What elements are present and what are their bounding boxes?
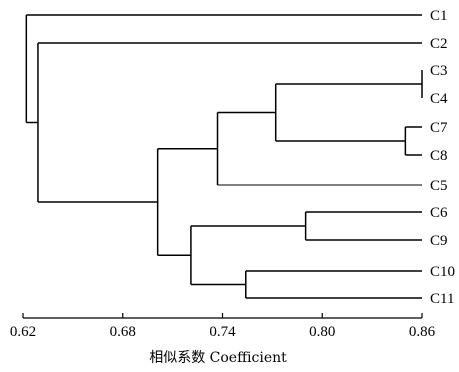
x-axis-title: 相似系数 Coefficient (149, 350, 287, 366)
x-tick-label-0.68: 0.68 (110, 324, 136, 340)
leaf-label-c4: C4 (430, 91, 448, 107)
leaf-label-c11: C11 (430, 291, 454, 307)
leaf-label-c5: C5 (430, 178, 448, 194)
leaf-label-c1: C1 (430, 8, 448, 24)
leaf-label-c7: C7 (430, 120, 448, 136)
x-tick-label-0.86: 0.86 (409, 324, 436, 340)
leaf-label-c3: C3 (430, 63, 448, 79)
dendrogram-branches (25, 14, 423, 299)
x-axis: 0.62 0.68 0.74 0.80 0.86 (10, 313, 436, 340)
leaf-label-c2: C2 (430, 36, 448, 52)
leaf-label-c8: C8 (430, 148, 448, 164)
leaf-label-c10: C10 (430, 264, 455, 280)
x-tick-label-0.74: 0.74 (209, 324, 236, 340)
leaf-label-c9: C9 (430, 233, 448, 249)
leaf-labels: C1 C2 C3 C4 C7 C8 C5 C6 C9 C10 C11 (430, 8, 455, 307)
x-tick-label-0.80: 0.80 (309, 324, 335, 340)
x-tick-label-0.62: 0.62 (10, 324, 36, 340)
leaf-label-c6: C6 (430, 205, 448, 221)
x-axis-ticks: 0.62 0.68 0.74 0.80 0.86 (10, 313, 436, 340)
